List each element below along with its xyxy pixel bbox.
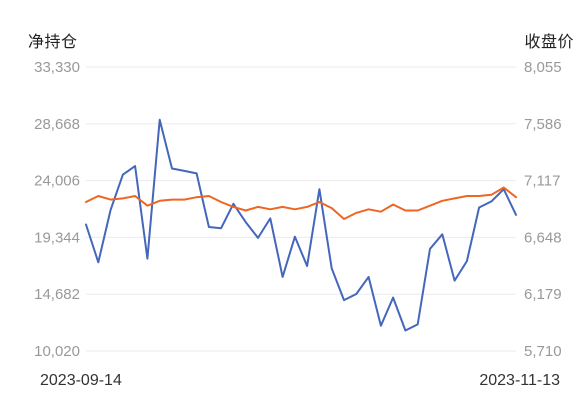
- x-end-label: 2023-11-13: [479, 372, 560, 389]
- left-tick-label: 33,330: [34, 59, 80, 76]
- right-tick-labels: 8,055 7,586 7,117 6,648 6,179 5,710: [524, 59, 562, 360]
- left-axis-title: 净持仓: [28, 32, 78, 51]
- left-tick-label: 14,682: [34, 286, 80, 303]
- left-tick-label: 10,020: [34, 343, 80, 360]
- right-tick-label: 7,117: [524, 173, 560, 190]
- right-tick-label: 7,586: [524, 116, 562, 133]
- left-tick-labels: 33,330 28,668 24,006 19,344 14,682 10,020: [34, 59, 80, 360]
- right-tick-label: 6,179: [524, 286, 562, 303]
- right-axis-title: 收盘价: [524, 32, 574, 51]
- right-tick-label: 8,055: [524, 59, 562, 76]
- left-tick-label: 19,344: [34, 229, 80, 246]
- left-tick-label: 28,668: [34, 116, 80, 133]
- right-tick-label: 6,648: [524, 229, 562, 246]
- right-tick-label: 5,710: [524, 343, 562, 360]
- grid-lines: [86, 66, 516, 352]
- close-price-series-line: [85, 186, 517, 220]
- net-position-series-line: [85, 118, 517, 332]
- left-tick-label: 24,006: [34, 173, 80, 190]
- x-start-label: 2023-09-14: [40, 372, 122, 389]
- series-lines: [85, 118, 517, 332]
